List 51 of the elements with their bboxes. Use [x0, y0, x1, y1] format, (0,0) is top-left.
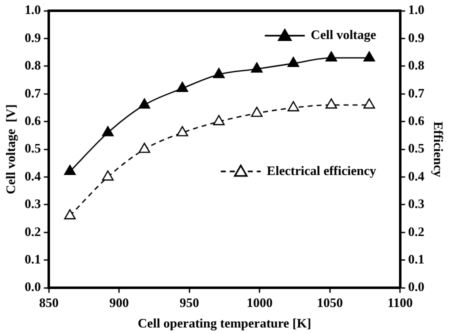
point — [138, 98, 150, 109]
point — [102, 170, 114, 181]
y-tick-label: 0.6 — [24, 112, 42, 128]
y-tick-label: 0.5 — [24, 140, 42, 156]
point — [251, 62, 263, 73]
y-tick-label: 0.2 — [24, 224, 41, 239]
x-tick-label: 1050 — [316, 294, 343, 310]
y-tick-label: 0.7 — [24, 85, 42, 100]
point — [176, 126, 188, 136]
y-tick-label: 1.0 — [24, 2, 41, 18]
y-tick-label: 0.1 — [24, 251, 41, 266]
y2-tick-label: 0.6 — [408, 112, 425, 128]
point — [102, 126, 114, 136]
y2-axis-title: Efficiency — [430, 122, 446, 178]
point — [288, 56, 300, 68]
point — [326, 98, 338, 109]
y2-tick-label: 0.1 — [408, 251, 424, 266]
x-tick-label: 1000 — [246, 294, 273, 310]
y2-tick-label: 0.0 — [408, 279, 424, 294]
y2-tick-label: 0.5 — [408, 140, 425, 156]
x-axis-title: Cell operating temperature [K] — [138, 316, 312, 331]
x-tick-label: 900 — [109, 294, 129, 310]
point — [288, 101, 300, 112]
point — [64, 164, 76, 176]
y2-tick-label: 0.9 — [408, 30, 425, 45]
legend-label: Cell voltage — [310, 27, 376, 42]
x-tick-label: 1100 — [388, 294, 413, 310]
x-tick-label: 850 — [39, 294, 59, 310]
y2-tick-label: 0.2 — [408, 224, 424, 239]
point — [176, 82, 188, 92]
y-tick-label: 0.4 — [24, 168, 42, 184]
y2-tick-label: 0.7 — [408, 85, 425, 100]
point — [64, 209, 76, 220]
point — [251, 106, 263, 117]
x-tick-label: 950 — [180, 294, 200, 310]
point — [326, 51, 338, 62]
y-axis-title: Cell voltage [V] — [3, 104, 18, 194]
y-tick-label: 0.8 — [24, 58, 42, 73]
point — [363, 98, 376, 109]
y2-tick-label: 1.0 — [408, 2, 424, 18]
point — [213, 115, 225, 126]
point — [363, 51, 376, 62]
legend-label: Electrical efficiency — [266, 162, 377, 178]
y2-tick-label: 0.8 — [408, 58, 425, 73]
y2-tick-label: 0.4 — [408, 168, 425, 184]
y2-tick-label: 0.3 — [408, 196, 425, 212]
y-tick-label: 0.9 — [24, 30, 42, 45]
y-tick-label: 0.3 — [24, 196, 42, 212]
y-tick-label: 0.0 — [24, 279, 41, 294]
point — [138, 142, 150, 153]
point — [213, 68, 225, 78]
